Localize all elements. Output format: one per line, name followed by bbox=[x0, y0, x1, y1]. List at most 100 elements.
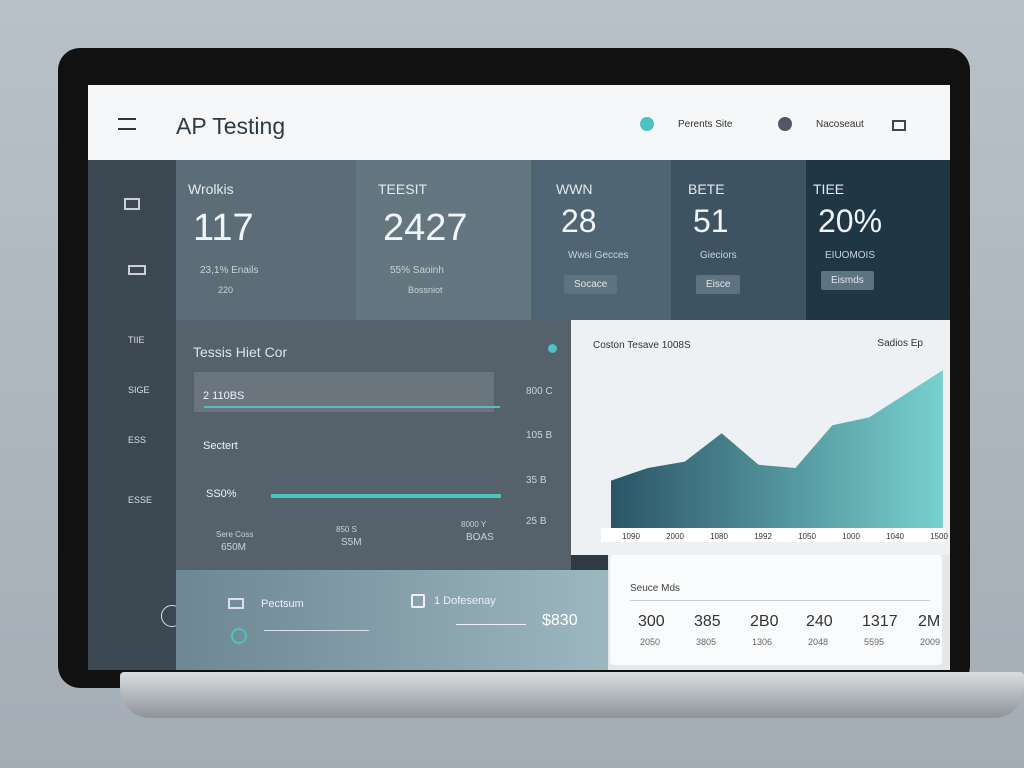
test-row-label: Sectert bbox=[203, 440, 238, 452]
summary-title: Seuce Mds bbox=[630, 583, 681, 594]
x-tick-label: 1080 bbox=[710, 532, 728, 541]
stat-label: TEESIT bbox=[378, 181, 428, 197]
summary-sub: 2048 bbox=[808, 637, 829, 647]
stat-label: BETE bbox=[688, 181, 725, 197]
user-icon[interactable] bbox=[892, 120, 906, 131]
sidebar-item[interactable]: TIIE bbox=[128, 335, 145, 345]
panel-title: Tessis Hiet Cor bbox=[193, 344, 288, 360]
summary-sub: 5595 bbox=[864, 637, 885, 647]
header: AP Testing Perents Site Nacoseaut bbox=[88, 85, 950, 160]
stat-value: 51 bbox=[693, 203, 729, 239]
footer-value: S5M bbox=[341, 537, 362, 548]
bottom-amount: $830 bbox=[542, 612, 578, 629]
stat-value: 28 bbox=[561, 203, 597, 239]
stat-card bbox=[356, 160, 531, 320]
area bbox=[611, 370, 943, 528]
laptop-base bbox=[120, 672, 1024, 718]
stat-note: 23,1% Enails bbox=[200, 265, 259, 276]
summary-value: 240 bbox=[806, 613, 833, 630]
bottom-label: Pectsum bbox=[261, 598, 304, 610]
footer-label: 8000 Y bbox=[461, 520, 487, 529]
panel-dot bbox=[548, 344, 557, 353]
progress-bar bbox=[204, 406, 500, 408]
side-icon[interactable] bbox=[128, 265, 146, 275]
summary-sub: 3805 bbox=[696, 637, 717, 647]
card-icon bbox=[228, 598, 244, 609]
bottom-label: 1 Dofesenay bbox=[434, 595, 496, 607]
x-tick-label: 1040 bbox=[886, 532, 904, 541]
summary-value: 2M bbox=[918, 613, 941, 630]
app-title: AP Testing bbox=[176, 113, 286, 139]
progress-row bbox=[194, 372, 494, 412]
header-link[interactable]: Nacoseaut bbox=[816, 119, 864, 130]
stat-sub: 220 bbox=[218, 285, 234, 295]
x-tick-label: 1090 bbox=[622, 532, 640, 541]
status-dot bbox=[640, 117, 654, 131]
area-chart: Coston Tesave 1008S Sadios Ep 1090 2000 1080… bbox=[593, 338, 948, 542]
summary-sub: 1306 bbox=[752, 637, 773, 647]
footer-value: 650M bbox=[221, 542, 247, 553]
header-link[interactable]: Perents Site bbox=[678, 119, 733, 130]
sidebar-item[interactable]: ESS bbox=[128, 435, 147, 445]
sidebar: TIIE SIGE ESS ESSE bbox=[88, 160, 183, 670]
line bbox=[456, 624, 526, 625]
stat-card bbox=[806, 160, 950, 320]
summary-value: 300 bbox=[638, 613, 665, 630]
sidebar-item[interactable]: SIGE bbox=[128, 385, 150, 395]
chart-subtitle: Sadios Ep bbox=[877, 338, 923, 349]
line bbox=[264, 630, 369, 631]
stat-value: 20% bbox=[818, 203, 883, 239]
summary-value: 2B0 bbox=[750, 613, 779, 630]
footer-value: BOAS bbox=[466, 532, 494, 543]
side-label: 35 B bbox=[526, 475, 547, 486]
summary-sub: 2009 bbox=[920, 637, 941, 647]
side-label: 25 B bbox=[526, 516, 547, 527]
stat-label: TIEE bbox=[813, 181, 845, 197]
footer-label: 850 S bbox=[336, 525, 357, 534]
bottom-strip: Pectsum 1 Dofesenay $830 bbox=[176, 570, 608, 670]
stat-label: Wrolkis bbox=[188, 181, 234, 197]
stat-note: Gieciors bbox=[700, 250, 737, 261]
stat-sub: Bossniot bbox=[408, 285, 443, 295]
ring bbox=[231, 628, 247, 644]
chart-title: Coston Tesave 1008S bbox=[593, 340, 691, 351]
stat-card bbox=[176, 160, 356, 320]
card-icon bbox=[411, 594, 425, 608]
summary-value: 385 bbox=[694, 613, 721, 630]
stat-value: 117 bbox=[193, 207, 254, 249]
side-icon[interactable] bbox=[124, 198, 140, 210]
sidebar-item[interactable]: ESSE bbox=[128, 495, 153, 505]
stat-value: 2427 bbox=[383, 207, 468, 249]
x-tick-label: 1500 bbox=[930, 532, 948, 541]
stat-card bbox=[531, 160, 671, 320]
side-label: 800 C bbox=[526, 386, 553, 397]
test-row-label: SS0% bbox=[206, 488, 237, 500]
summary-value: 1317 bbox=[862, 613, 898, 630]
test-row-label: 2 110BS bbox=[203, 390, 245, 402]
stat-label: WWN bbox=[556, 181, 593, 197]
summary-panel: Seuce Mds 300 2050 385 3805 2B0 1306 240 2048 13… bbox=[608, 555, 950, 670]
stat-note: EIUOMOIS bbox=[825, 250, 876, 261]
summary-card bbox=[610, 555, 942, 665]
footer-label: Sere Coss bbox=[216, 530, 254, 539]
stat-note: Wwsi Gecces bbox=[568, 250, 629, 261]
screen: AP Testing Perents Site Nacoseaut TIIE SI… bbox=[88, 85, 950, 670]
x-tick-label: 1050 bbox=[798, 532, 816, 541]
x-tick-label: 1000 bbox=[842, 532, 860, 541]
chart-panel: Coston Tesave 1008S Sadios Ep 1090 2000 1080… bbox=[571, 320, 950, 555]
divider bbox=[630, 600, 930, 601]
x-tick-label: 1992 bbox=[754, 532, 772, 541]
stat-note: 55% Saoinh bbox=[390, 265, 444, 276]
stat-button[interactable]: Socace bbox=[564, 275, 618, 294]
test-panel: Tessis Hiet Cor 2 110BS Sectert SS0% 800 C 1… bbox=[176, 320, 571, 570]
side-label: 105 B bbox=[526, 430, 553, 441]
stat-button[interactable]: Eismds bbox=[821, 271, 874, 290]
progress-bar bbox=[271, 494, 501, 498]
x-tick-label: 2000 bbox=[666, 532, 684, 541]
stat-button[interactable]: Eisce bbox=[696, 275, 741, 294]
summary-sub: 2050 bbox=[640, 637, 661, 647]
status-dot bbox=[778, 117, 792, 131]
chart-baseline bbox=[601, 528, 946, 542]
menu-button[interactable] bbox=[118, 118, 136, 130]
